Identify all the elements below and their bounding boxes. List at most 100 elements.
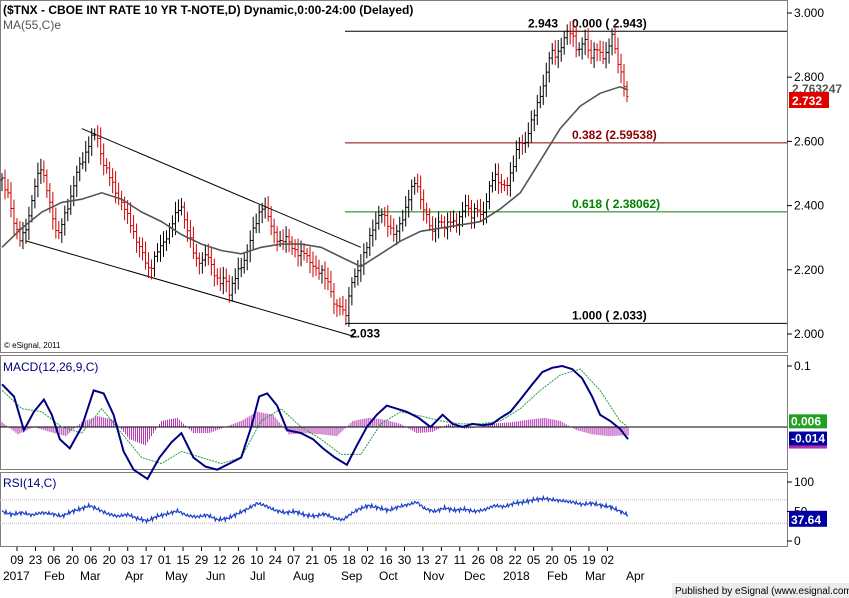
price-bar (505, 177, 509, 196)
price-bar (33, 178, 37, 209)
x-day-label: 30 (398, 553, 412, 567)
price-bar (290, 236, 294, 255)
price-bar (42, 160, 46, 183)
price-bar (356, 259, 360, 286)
price-bar (475, 199, 479, 218)
x-day-label: 12 (213, 553, 227, 567)
chart-title: ($TNX - CBOE INT RATE 10 YR T-NOTE,D) Dy… (3, 3, 413, 17)
price-bar (523, 131, 527, 153)
x-month-label: 2017 (3, 569, 30, 583)
x-month-label: 2018 (503, 569, 530, 583)
price-bar (517, 137, 521, 160)
price-bar (526, 122, 530, 148)
price-bar (359, 253, 363, 282)
x-month-label: Mar (80, 569, 101, 583)
x-day-label: 20 (66, 553, 80, 567)
price-bar (93, 128, 97, 141)
price-bar (583, 29, 587, 55)
price-bar (81, 152, 85, 170)
rsi-panel-frame (0, 472, 788, 547)
x-month-label: Feb (547, 569, 568, 583)
macd-signal-value: 0.006 (791, 414, 821, 428)
x-month-label: Sep (341, 569, 363, 583)
x-day-label: 13 (416, 553, 430, 567)
price-bar (493, 163, 497, 191)
price-bar (84, 140, 88, 172)
macd-tick-label: 0.1 (794, 359, 811, 373)
price-bar (377, 205, 381, 230)
price-bar (389, 215, 393, 236)
price-bar (138, 236, 142, 258)
price-tick-label: 2.800 (794, 70, 824, 84)
price-bar (90, 128, 94, 156)
x-day-label: 02 (601, 553, 615, 567)
price-bar (386, 205, 390, 237)
price-bar (604, 41, 608, 69)
price-bar (407, 189, 411, 218)
price-bar (135, 223, 139, 253)
price-bar (619, 53, 623, 84)
x-day-label: 05 (564, 553, 578, 567)
price-bar (269, 206, 273, 236)
x-day-label: 18 (342, 553, 356, 567)
macd-value-boxes: 0.006 -0.014 (789, 414, 827, 449)
price-bar (203, 244, 207, 267)
price-bar (458, 211, 462, 236)
x-month-label: Jul (250, 569, 265, 583)
price-bar (39, 158, 43, 184)
channel-upper-line (81, 128, 362, 248)
price-bar (266, 195, 270, 222)
price-bar (562, 31, 566, 55)
price-bar (9, 181, 13, 218)
macd-line (1, 364, 629, 481)
price-bar (425, 202, 429, 224)
x-day-label: 06 (84, 553, 98, 567)
price-bar (326, 267, 330, 291)
price-bar (338, 297, 342, 316)
price-bar (132, 215, 136, 239)
price-bar (341, 295, 345, 316)
price-bar (72, 175, 76, 207)
price-bar (36, 162, 40, 198)
price-bar (464, 194, 468, 218)
price-bar (251, 216, 255, 250)
price-bar (45, 169, 49, 198)
price-bar (371, 219, 375, 247)
price-bar (580, 37, 584, 60)
price-bar (529, 110, 533, 143)
footer-bg (672, 583, 849, 598)
price-bar (51, 191, 55, 230)
price-bar (218, 267, 222, 291)
price-bar (260, 202, 264, 224)
price-bar (398, 216, 402, 243)
price-bar (556, 39, 560, 69)
price-bar (144, 241, 148, 270)
high-label: 2.943 (528, 16, 558, 30)
x-day-label: 19 (582, 553, 596, 567)
price-value-boxes: 2.763247 2.732 (789, 80, 846, 109)
price-bar (625, 81, 629, 103)
price-bar (550, 43, 554, 65)
x-month-label: Feb (44, 569, 65, 583)
price-bar (161, 231, 165, 257)
x-day-label: 27 (435, 553, 449, 567)
ma-value-box (790, 80, 846, 95)
price-bar (99, 127, 103, 165)
price-bar (284, 226, 288, 253)
x-day-label: 16 (379, 553, 393, 567)
price-bar (547, 51, 551, 83)
price-bar (164, 230, 168, 251)
current-price-box (789, 92, 829, 109)
price-bar (511, 155, 515, 182)
price-panel-frame (0, 0, 788, 353)
price-bar (15, 218, 19, 240)
price-bar (395, 224, 399, 246)
x-day-label: 01 (158, 553, 172, 567)
price-bar (535, 94, 539, 126)
price-bar (559, 37, 563, 62)
price-bar (129, 202, 133, 233)
price-bar (520, 134, 524, 155)
fib-level-label: 1.000 ( 2.033) (572, 308, 647, 322)
price-bar (323, 261, 327, 290)
price-bar (173, 201, 177, 236)
